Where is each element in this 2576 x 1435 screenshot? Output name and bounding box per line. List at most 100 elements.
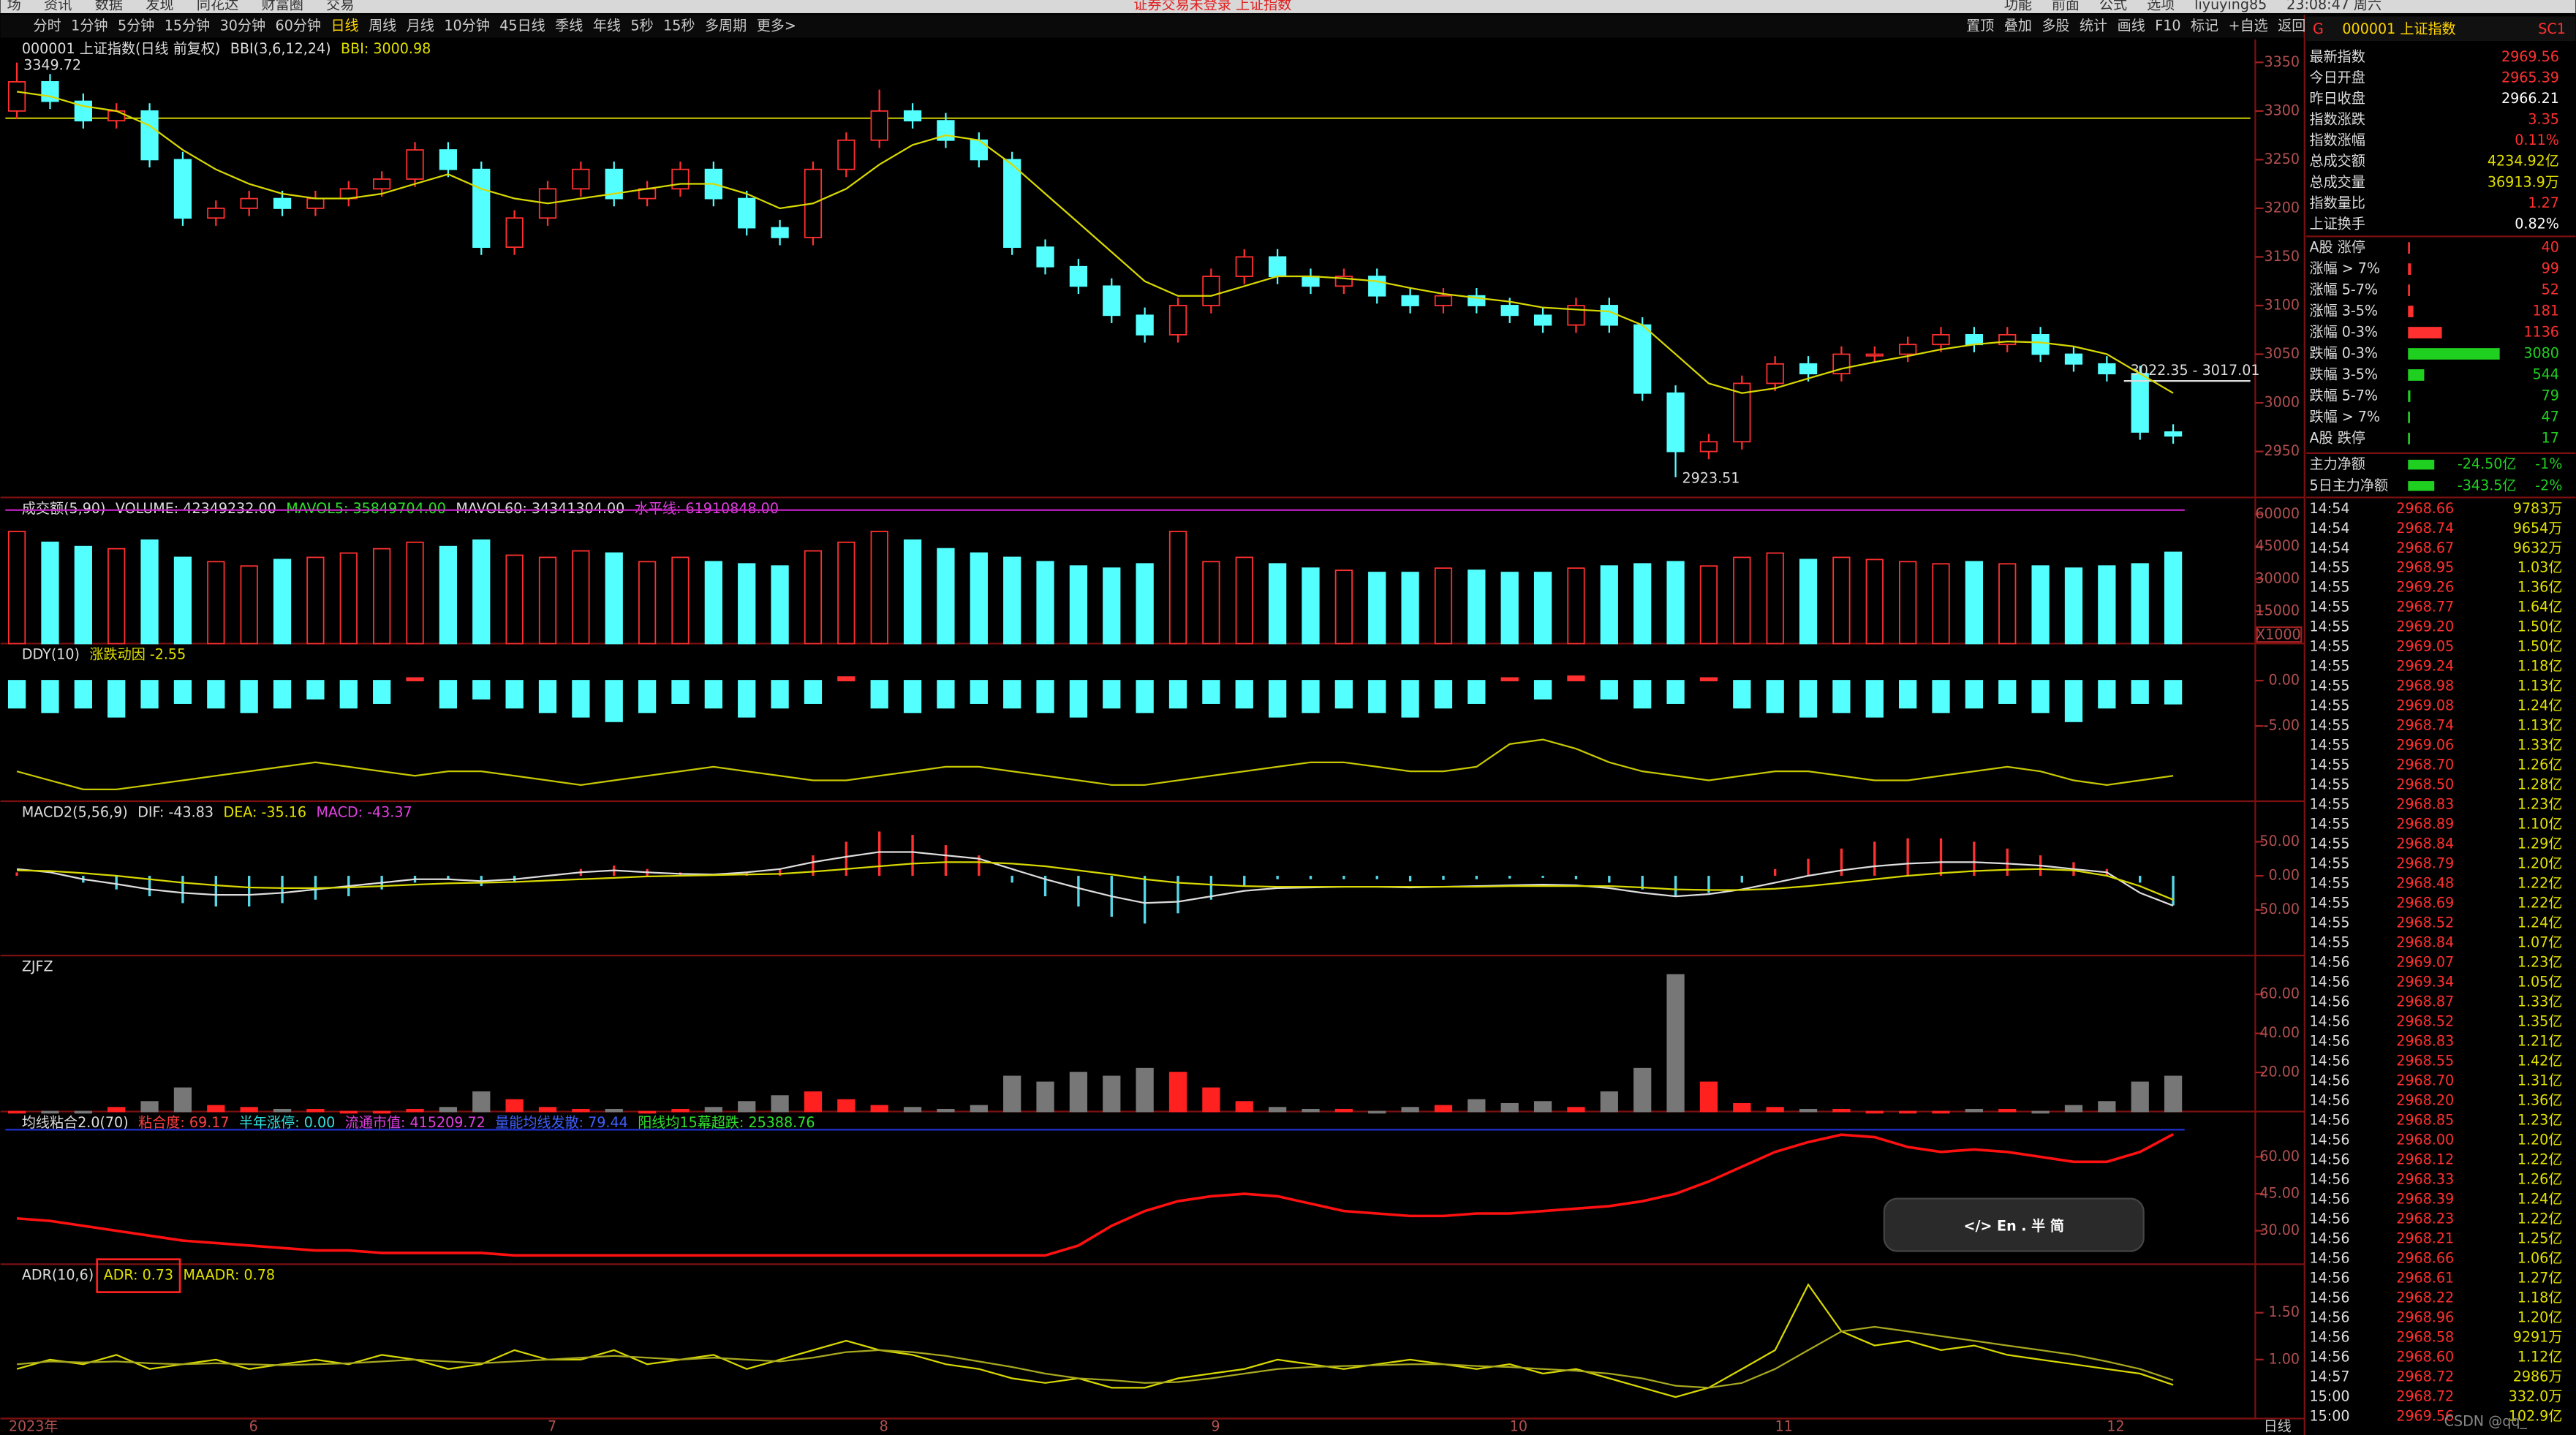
candle-body bbox=[1500, 305, 1519, 317]
period-button[interactable]: 年线 bbox=[593, 17, 621, 34]
tool-button[interactable]: 多股 bbox=[2041, 17, 2069, 34]
tick-price: 2968.95 bbox=[2396, 559, 2454, 576]
bar bbox=[1235, 1101, 1253, 1113]
bar bbox=[638, 561, 657, 645]
tick-volume: 2986万 bbox=[2513, 1368, 2563, 1385]
menu-right[interactable]: 选项 bbox=[2147, 0, 2175, 12]
tool-button[interactable]: +自选 bbox=[2229, 17, 2268, 34]
menu-item[interactable]: 财富圈 bbox=[262, 0, 303, 12]
bar bbox=[1334, 680, 1353, 709]
menu-item[interactable]: 数据 bbox=[95, 0, 123, 12]
flow-value: -24.50亿 bbox=[2458, 455, 2517, 472]
period-button[interactable]: 5分钟 bbox=[118, 17, 154, 34]
tick-volume: 1.26亿 bbox=[2518, 1171, 2563, 1188]
flow-bar bbox=[2408, 481, 2435, 491]
candle-body bbox=[2031, 334, 2050, 355]
tick-time: 14:56 bbox=[2310, 1230, 2350, 1247]
period-button[interactable]: 45日线 bbox=[499, 17, 545, 34]
y-tick-label: 0.00 bbox=[2269, 672, 2300, 689]
bar bbox=[273, 680, 292, 709]
bar bbox=[1168, 680, 1187, 709]
period-button[interactable]: 季线 bbox=[555, 17, 583, 34]
menu-right[interactable]: 功能 bbox=[2004, 0, 2032, 12]
period-button[interactable]: 月线 bbox=[407, 17, 434, 34]
candle-body bbox=[671, 168, 690, 190]
menu-right[interactable]: 前面 bbox=[2052, 0, 2080, 12]
bar bbox=[837, 541, 855, 645]
tool-button[interactable]: F10 bbox=[2155, 17, 2180, 34]
period-button[interactable]: 10分钟 bbox=[444, 17, 489, 34]
menu-right[interactable]: 公式 bbox=[2099, 0, 2127, 12]
breadth-bar bbox=[2408, 242, 2410, 254]
menu-item[interactable]: 交易 bbox=[326, 0, 354, 12]
period-button[interactable]: 周线 bbox=[369, 17, 396, 34]
translate-widget[interactable] bbox=[1883, 1197, 2145, 1252]
tick-time: 14:56 bbox=[2310, 1112, 2350, 1129]
period-button[interactable]: 60分钟 bbox=[276, 17, 321, 34]
breadth-value: 181 bbox=[2532, 303, 2558, 319]
x-tick-label: 2023年 bbox=[9, 1417, 58, 1434]
menu-item[interactable]: 同花达 bbox=[197, 0, 238, 12]
bar bbox=[2098, 1101, 2116, 1113]
period-button[interactable]: 15分钟 bbox=[165, 17, 210, 34]
tool-button[interactable]: 叠加 bbox=[2004, 17, 2032, 34]
y-tick-label: 3050 bbox=[2264, 345, 2300, 362]
tool-button[interactable]: 统计 bbox=[2080, 17, 2107, 34]
tool-button[interactable]: 置顶 bbox=[1966, 17, 1994, 34]
tick-price: 2968.96 bbox=[2396, 1309, 2454, 1326]
breadth-label: 跌幅 > 7% bbox=[2310, 408, 2381, 425]
tick-price: 2968.69 bbox=[2396, 895, 2454, 912]
bar bbox=[1500, 677, 1519, 681]
period-button[interactable]: 30分钟 bbox=[220, 17, 265, 34]
menu-item[interactable]: 场 bbox=[7, 0, 21, 12]
series-line bbox=[16, 851, 2174, 906]
menu-right[interactable]: 23:08:47 周六 bbox=[2286, 0, 2382, 12]
series-line bbox=[16, 1283, 2174, 1398]
menu-item[interactable]: 资讯 bbox=[44, 0, 72, 12]
y-tick-label: 0.00 bbox=[2269, 867, 2300, 884]
bar bbox=[1368, 680, 1386, 713]
period-button[interactable]: 多周期 bbox=[705, 17, 747, 34]
period-button[interactable]: 分时 bbox=[34, 17, 61, 34]
period-button[interactable]: 5秒 bbox=[630, 17, 653, 34]
x-axis-period[interactable]: 日线 bbox=[2264, 1417, 2292, 1434]
bar bbox=[1334, 1108, 1353, 1113]
tool-button[interactable]: 标记 bbox=[2191, 17, 2218, 34]
bar bbox=[605, 1108, 623, 1113]
bar bbox=[207, 680, 225, 709]
flow-value: -343.5亿 bbox=[2458, 477, 2517, 493]
tick-volume: 1.50亿 bbox=[2518, 618, 2563, 635]
translate-label[interactable]: </> En . 半 简 bbox=[1963, 1217, 2064, 1234]
bar bbox=[638, 680, 657, 713]
period-button[interactable]: 日线 bbox=[331, 17, 358, 34]
menu-right[interactable]: liyuying85 bbox=[2194, 0, 2267, 12]
bar bbox=[2131, 680, 2149, 704]
tick-volume: 1.06亿 bbox=[2518, 1250, 2563, 1267]
x-tick-label: 6 bbox=[249, 1417, 258, 1434]
bar bbox=[306, 680, 325, 700]
period-button[interactable]: 1分钟 bbox=[71, 17, 107, 34]
bar bbox=[1103, 680, 1121, 709]
period-button[interactable]: 15秒 bbox=[663, 17, 695, 34]
tool-button[interactable]: 画线 bbox=[2118, 17, 2145, 34]
bar bbox=[505, 1099, 524, 1113]
menu-item[interactable]: 发现 bbox=[146, 0, 173, 12]
tick-time: 14:56 bbox=[2310, 1033, 2350, 1050]
tick-volume: 9632万 bbox=[2513, 539, 2563, 556]
y-tick-label: 60.00 bbox=[2259, 1148, 2300, 1165]
bar bbox=[1268, 680, 1287, 718]
panel-title: DDY(10) bbox=[22, 646, 80, 663]
bar bbox=[572, 680, 590, 718]
bar bbox=[1998, 1108, 2017, 1113]
bar bbox=[1733, 556, 1751, 645]
tool-button[interactable]: 返回 bbox=[2278, 17, 2305, 34]
panel-label: 粘合度: 69.17 bbox=[138, 1114, 229, 1131]
tick-price: 2968.00 bbox=[2396, 1132, 2454, 1148]
period-button[interactable]: 更多> bbox=[757, 17, 796, 34]
bar bbox=[41, 680, 59, 713]
bar bbox=[2064, 1105, 2083, 1113]
bar bbox=[804, 550, 823, 645]
tick-volume: 1.36亿 bbox=[2518, 1092, 2563, 1109]
quote-label: 指数量比 bbox=[2310, 194, 2365, 211]
tick-time: 14:56 bbox=[2310, 1013, 2350, 1030]
